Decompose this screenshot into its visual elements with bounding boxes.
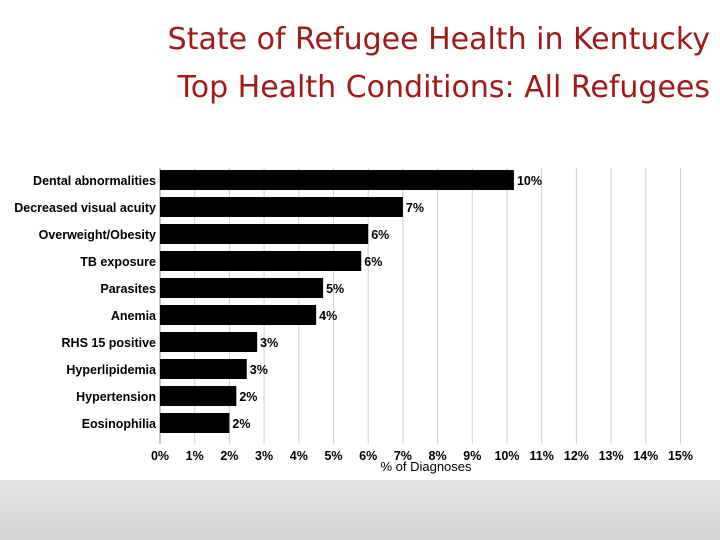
- data-label: 4%: [319, 309, 337, 323]
- category-label: Eosinophilia: [82, 417, 157, 431]
- category-label: RHS 15 positive: [62, 336, 157, 350]
- x-tick-label: 14%: [633, 449, 658, 463]
- category-labels: Dental abnormalities Decreased visual acu…: [14, 174, 157, 431]
- x-tick-label: 10%: [494, 449, 519, 463]
- bar: [160, 197, 403, 217]
- category-label: Overweight/Obesity: [39, 228, 156, 242]
- data-label: 10%: [517, 174, 542, 188]
- bar: [160, 359, 247, 379]
- x-tick-label: 5%: [324, 449, 342, 463]
- category-label: Decreased visual acuity: [14, 201, 156, 215]
- x-tick-labels: 0% 1% 2% 3% 4% 5% 6% 7% 8% 9% 10% 11% 12% 13% 14% 15%: [151, 449, 693, 463]
- bar: [160, 305, 317, 325]
- category-label: TB exposure: [80, 255, 156, 269]
- x-tick-label: 6%: [359, 449, 377, 463]
- x-tick-label: 12%: [564, 449, 589, 463]
- bar: [160, 224, 369, 244]
- x-tick-label: 15%: [668, 449, 693, 463]
- x-axis-label: % of Diagnoses: [380, 459, 472, 474]
- x-tick-label: 4%: [290, 449, 308, 463]
- bar: [160, 170, 514, 190]
- bar-chart: Dental abnormalities Decreased visual acu…: [14, 168, 693, 474]
- x-tick-label: 2%: [220, 449, 238, 463]
- data-label: 2%: [239, 390, 257, 404]
- data-label: 6%: [364, 255, 382, 269]
- bar: [160, 413, 230, 433]
- x-tick-label: 7%: [394, 449, 412, 463]
- x-tick-label: 11%: [530, 449, 554, 463]
- x-tick-label: 3%: [255, 449, 273, 463]
- data-label: 6%: [371, 228, 389, 242]
- data-label: 2%: [232, 417, 250, 431]
- slide-footer-band: [0, 480, 720, 540]
- bar: [160, 332, 258, 352]
- category-label: Hypertension: [76, 390, 156, 404]
- bar: [160, 278, 324, 298]
- data-label: 7%: [406, 201, 424, 215]
- slide-title-line-1: State of Refugee Health in Kentucky: [167, 22, 710, 57]
- slide-title-line-2: Top Health Conditions: All Refugees: [177, 70, 711, 105]
- bar: [160, 386, 237, 406]
- category-label: Hyperlipidemia: [66, 363, 157, 377]
- x-tick-label: 0%: [151, 449, 169, 463]
- category-label: Anemia: [111, 309, 157, 323]
- x-tick-label: 1%: [186, 449, 204, 463]
- x-tick-label: 8%: [429, 449, 447, 463]
- bar: [160, 251, 362, 271]
- x-tick-label: 9%: [463, 449, 481, 463]
- category-label: Parasites: [100, 282, 156, 296]
- data-label: 5%: [326, 282, 344, 296]
- value-labels: 10% 7% 6% 6% 5% 4% 3% 3% 2% 2%: [232, 174, 542, 431]
- x-tick-label: 13%: [599, 449, 624, 463]
- bars: [160, 170, 514, 433]
- data-label: 3%: [250, 363, 268, 377]
- category-label: Dental abnormalities: [33, 174, 156, 188]
- data-label: 3%: [260, 336, 278, 350]
